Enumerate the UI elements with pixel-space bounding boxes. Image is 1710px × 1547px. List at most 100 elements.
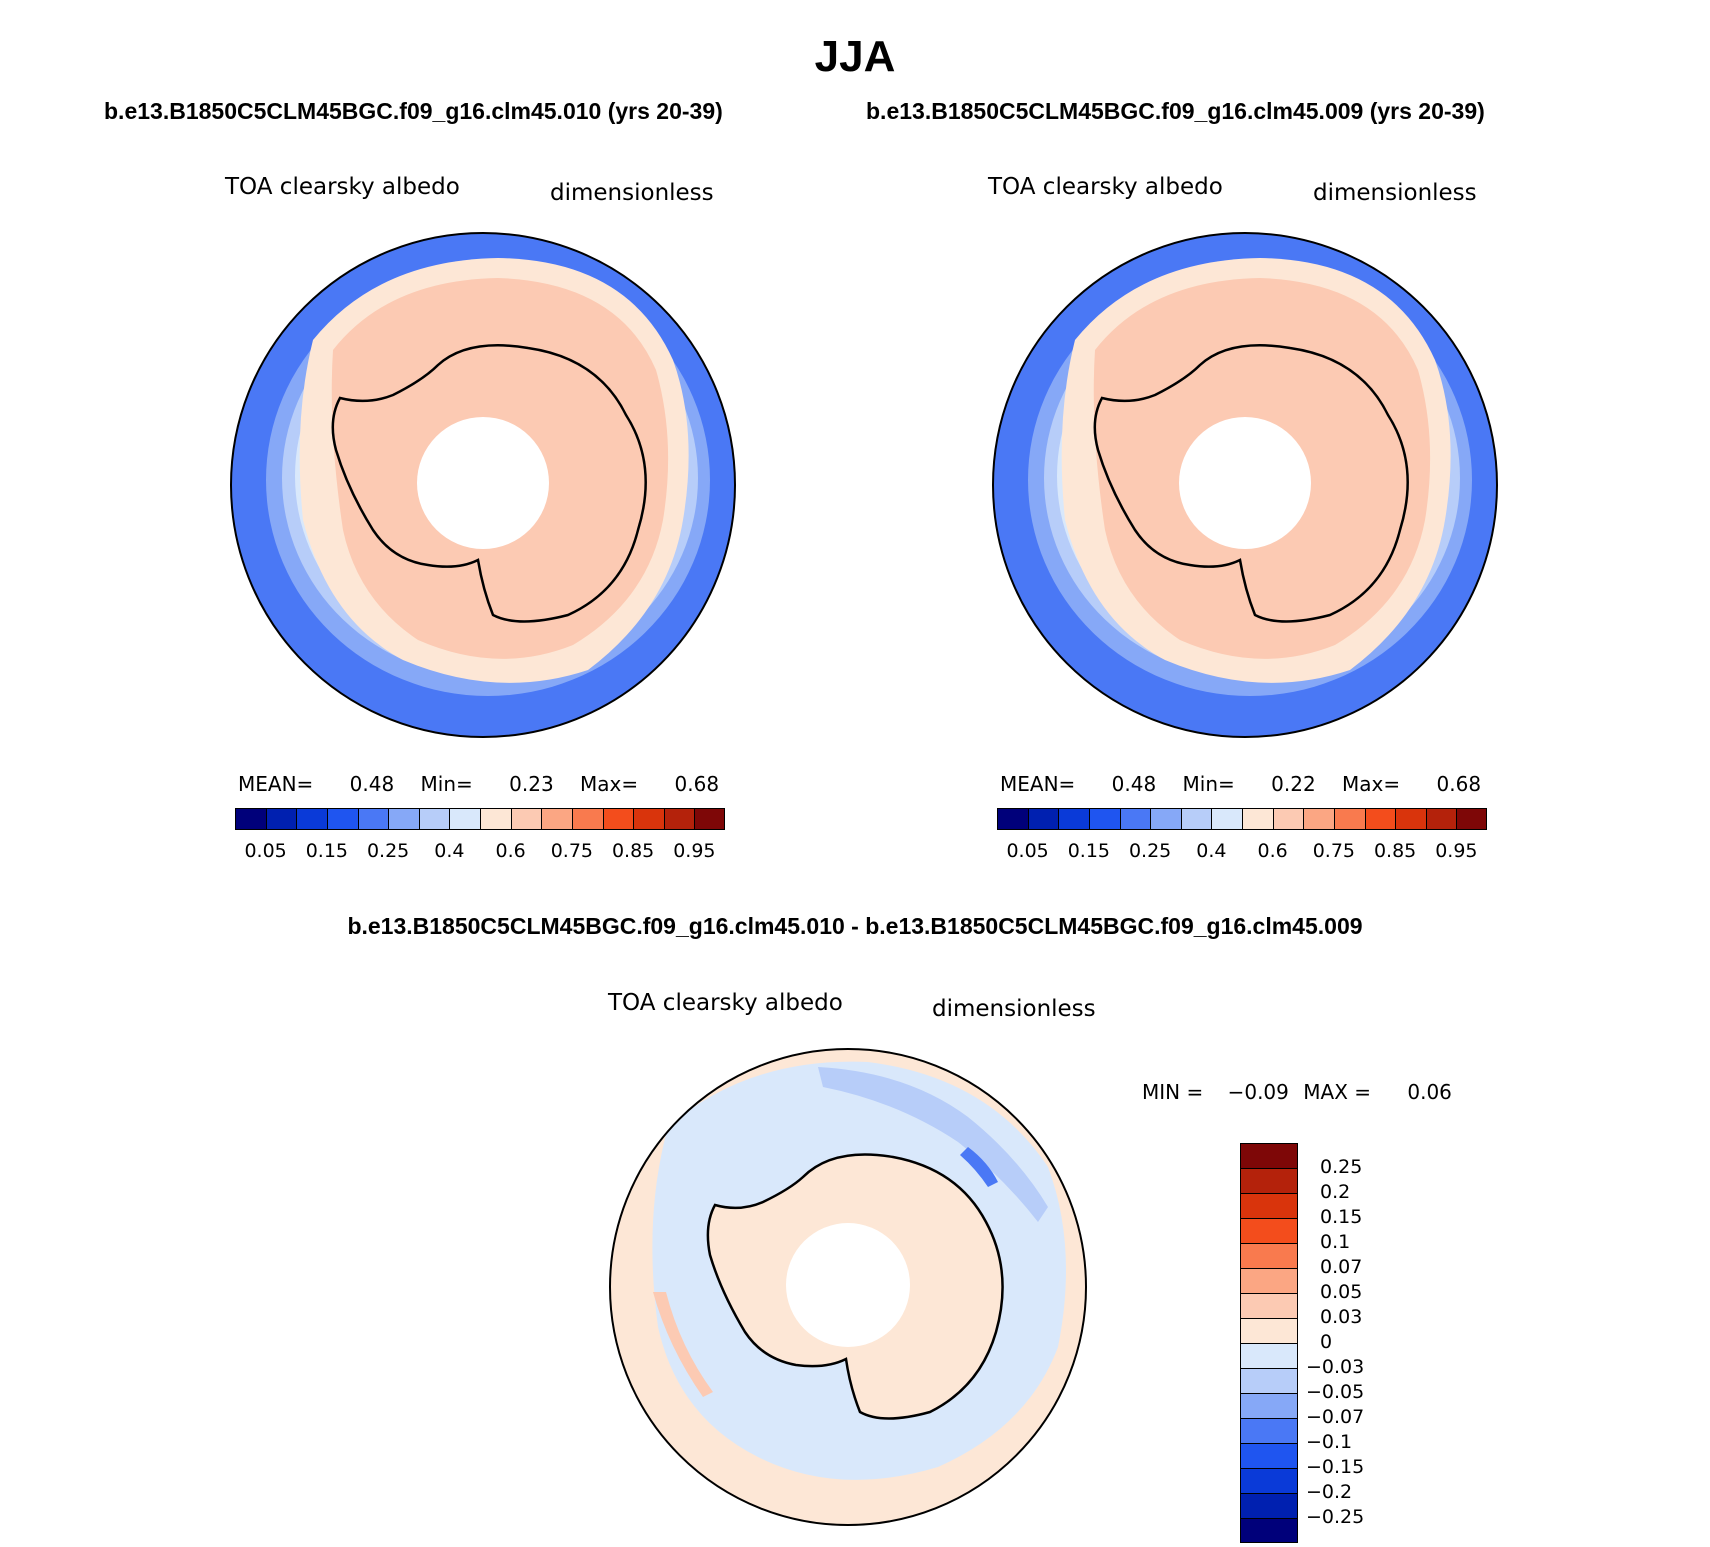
colorbar-swatch (663, 808, 695, 830)
colorbar-swatch (1240, 1468, 1298, 1493)
colorbar-tick-label: 0.85 (611, 840, 655, 862)
panel1-field-label: TOA clearsky albedo (225, 174, 460, 200)
colorbar-swatch (1425, 808, 1457, 830)
diff-negative-streak (818, 1067, 1048, 1222)
colorbar-swatch (1240, 1318, 1298, 1343)
colorbar-tick-label: −0.1 (1306, 1431, 1353, 1453)
panel1-units-label: dimensionless (550, 180, 714, 206)
panel2-stats: MEAN= 0.48 Min= 0.22 Max= 0.68 (1000, 772, 1481, 796)
panel1-map (230, 232, 736, 738)
colorbar-tick-label: 0.85 (1373, 840, 1417, 862)
colorbar-swatch (1027, 808, 1059, 830)
colorbar-tick-label: 0.25 (1320, 1156, 1363, 1178)
colorbar-tick-label: 0.07 (1320, 1256, 1363, 1278)
max-value: 0.68 (674, 772, 720, 796)
polar-hole (1179, 417, 1311, 549)
colorbar-swatch (1240, 1418, 1298, 1443)
max-value: 0.68 (1436, 772, 1482, 796)
colorbar-tick-label: 0.4 (1196, 840, 1227, 862)
diff-field-label: TOA clearsky albedo (608, 990, 843, 1016)
colorbar-swatch (1240, 1493, 1298, 1518)
colorbar-swatch (1119, 808, 1151, 830)
panel2-colorbar-ticks: 0.05 0.15 0.25 0.4 0.6 0.75 0.85 0.95 (997, 840, 1487, 864)
colorbar-swatch (1240, 1193, 1298, 1218)
colorbar-swatch (326, 808, 358, 830)
colorbar-swatch (480, 808, 511, 830)
colorbar-swatch (1240, 1143, 1298, 1168)
colorbar-swatch (1058, 808, 1089, 830)
colorbar-swatch (1150, 808, 1181, 830)
colorbar-tick-label: 0.1 (1320, 1231, 1351, 1253)
colorbar-swatch (357, 808, 389, 830)
colorbar-swatch (1211, 808, 1242, 830)
panel2-title: b.e13.B1850C5CLM45BGC.f09_g16.clm45.009 … (866, 98, 1485, 124)
colorbar-tick-label: 0.05 (1320, 1281, 1363, 1303)
colorbar-swatch (541, 808, 572, 830)
panel1-title: b.e13.B1850C5CLM45BGC.f09_g16.clm45.010 … (104, 98, 723, 124)
colorbar-swatch (1240, 1168, 1298, 1193)
min-label: Min= (420, 772, 473, 796)
diff-colorbar-ticks: 0.25 0.2 0.15 0.1 0.07 0.05 0.03 0 −0.03 −0.05 −0.… (1306, 1143, 1426, 1543)
colorbar-swatch (1456, 808, 1487, 830)
colorbar-tick-label: 0.15 (1067, 840, 1111, 862)
colorbar-tick-label: 0.95 (1435, 840, 1478, 862)
map-border (992, 232, 1498, 738)
panel2-units-label: dimensionless (1313, 180, 1477, 206)
polar-hole (786, 1223, 910, 1347)
diff-min-label: MIN = (1142, 1080, 1204, 1104)
colorbar-swatch (1303, 808, 1334, 830)
colorbar-tick-label: 0.05 (244, 840, 287, 862)
colorbar-tick-label: 0.4 (434, 840, 465, 862)
colorbar-swatch (602, 808, 634, 830)
colorbar-swatch (1333, 808, 1365, 830)
mean-value: 0.48 (349, 772, 395, 796)
panel1-colorbar (235, 808, 725, 832)
panel1-stats: MEAN= 0.48 Min= 0.23 Max= 0.68 (238, 772, 719, 796)
min-value: 0.23 (509, 772, 554, 796)
panel1-colorbar-ticks: 0.05 0.15 0.25 0.4 0.6 0.75 0.85 0.95 (235, 840, 725, 864)
map-border (230, 232, 736, 738)
colorbar-swatch (1364, 808, 1396, 830)
diff-negative-core (960, 1147, 998, 1187)
colorbar-tick-label: −0.15 (1306, 1456, 1365, 1478)
colorbar-swatch (1240, 1343, 1298, 1368)
colorbar-tick-label: 0.95 (673, 840, 716, 862)
colorbar-tick-label: 0.6 (1257, 840, 1288, 862)
diff-units-label: dimensionless (932, 996, 1096, 1022)
colorbar-tick-label: 0.25 (1128, 840, 1172, 862)
diff-map (609, 1048, 1087, 1526)
panel2-colorbar (997, 808, 1487, 832)
colorbar-tick-label: 0.05 (1006, 840, 1049, 862)
colorbar-tick-label: 0 (1320, 1331, 1333, 1353)
colorbar-swatch (1180, 808, 1212, 830)
colorbar-swatch (1272, 808, 1304, 830)
max-label: Max= (580, 772, 639, 796)
colorbar-swatch (1088, 808, 1120, 830)
colorbar-swatch (388, 808, 419, 830)
colorbar-tick-label: 0.2 (1320, 1181, 1351, 1203)
colorbar-swatch (1240, 1518, 1298, 1543)
diff-positive-streak (653, 1292, 713, 1397)
mean-label: MEAN= (1000, 772, 1076, 796)
mean-label: MEAN= (238, 772, 314, 796)
colorbar-swatch (1240, 1393, 1298, 1418)
colorbar-tick-label: −0.03 (1306, 1356, 1365, 1378)
colorbar-swatch (1242, 808, 1273, 830)
max-label: Max= (1342, 772, 1401, 796)
colorbar-tick-label: 0.6 (495, 840, 526, 862)
panel2-map (992, 232, 1498, 738)
colorbar-swatch (296, 808, 327, 830)
colorbar-tick-label: 0.03 (1320, 1306, 1363, 1328)
colorbar-tick-label: −0.05 (1306, 1381, 1365, 1403)
colorbar-swatch (1240, 1368, 1298, 1393)
polar-hole (417, 417, 549, 549)
diff-colorbar (1240, 1143, 1298, 1543)
mean-value: 0.48 (1111, 772, 1157, 796)
diff-title: b.e13.B1850C5CLM45BGC.f09_g16.clm45.010 … (347, 913, 1363, 939)
panel2-field-label: TOA clearsky albedo (988, 174, 1223, 200)
diff-stats: MIN = −0.09 MAX = 0.06 (1142, 1080, 1452, 1104)
diff-max-label: MAX = (1303, 1080, 1372, 1104)
colorbar-swatch (633, 808, 664, 830)
colorbar-tick-label: −0.25 (1306, 1506, 1365, 1528)
colorbar-swatch (1240, 1443, 1298, 1468)
